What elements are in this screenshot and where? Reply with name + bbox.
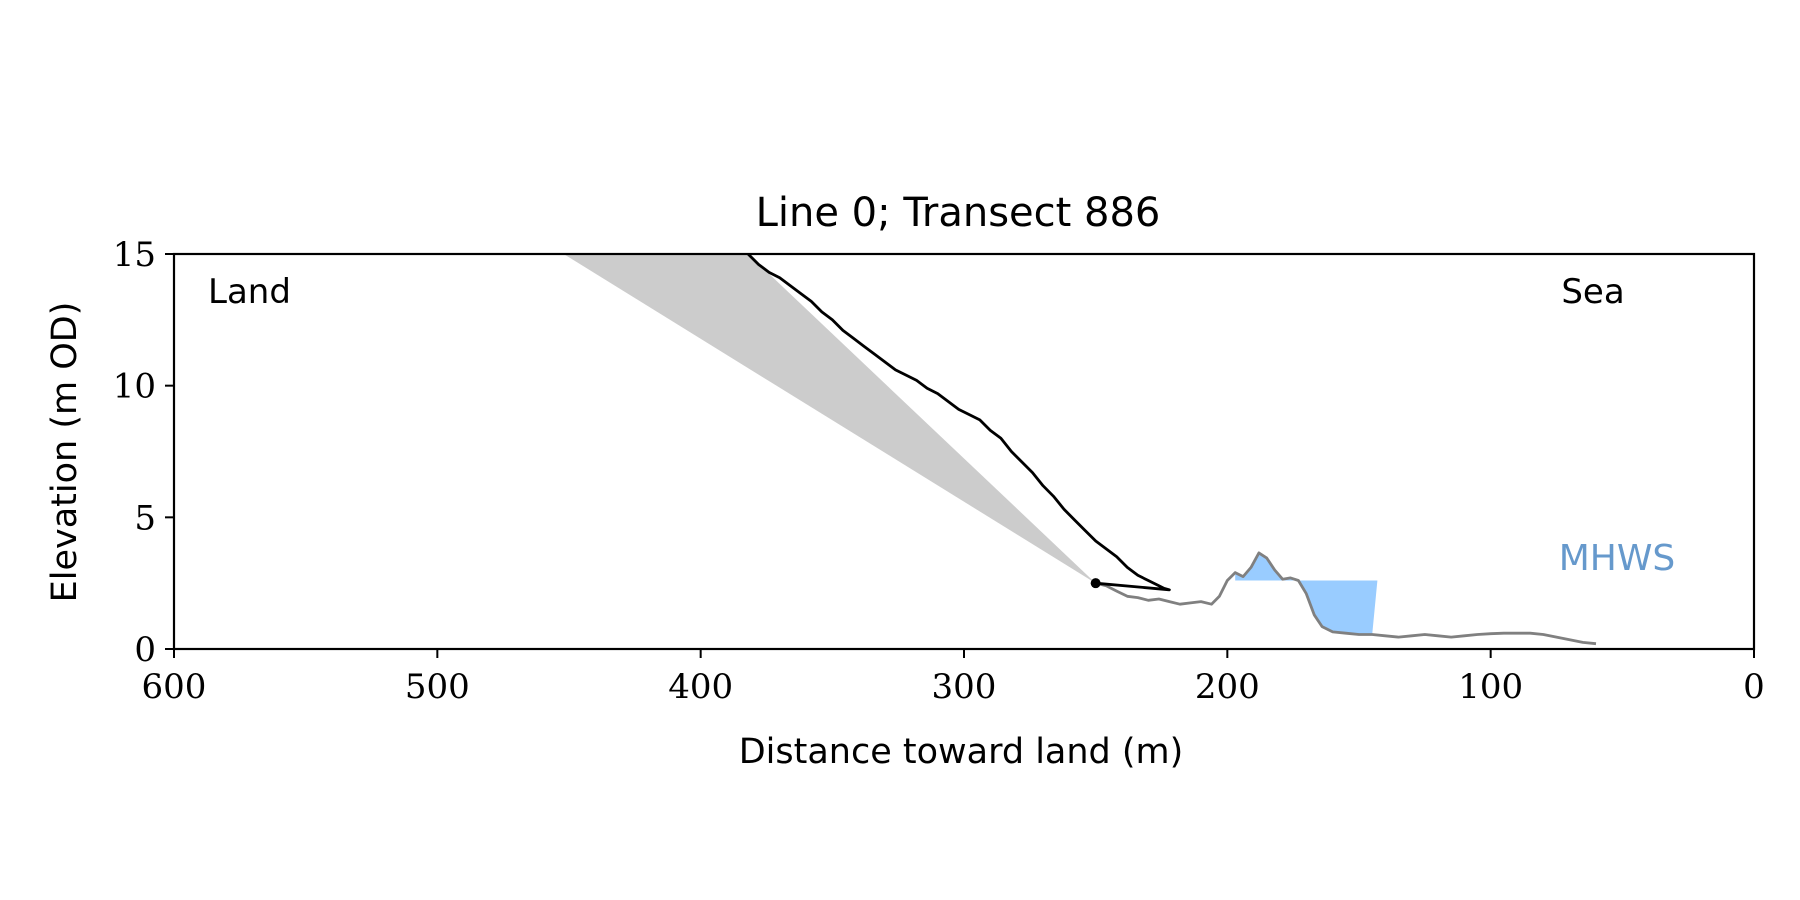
- y-axis: 0 5 10 15: [113, 235, 174, 670]
- x-tick-label: 400: [668, 667, 733, 707]
- y-tick-label: 5: [134, 498, 156, 538]
- x-axis: 600 500 400 300 200 100 0: [142, 649, 1765, 707]
- y-axis-label: Elevation (m OD): [45, 302, 85, 603]
- x-tick-label: 300: [932, 667, 997, 707]
- sea-annotation: Sea: [1561, 272, 1624, 312]
- x-tick-label: 0: [1743, 667, 1765, 707]
- x-tick-label: 600: [142, 667, 207, 707]
- erosion-wedge-area: [563, 254, 1096, 584]
- plot-area: [563, 253, 1597, 646]
- x-tick-label: 200: [1195, 667, 1260, 707]
- y-tick-label: 0: [134, 630, 156, 670]
- land-annotation: Land: [208, 272, 291, 312]
- beach-profile-line: [1095, 551, 1597, 646]
- cliff-profile-line: [747, 253, 1171, 592]
- mhws-label: MHWS: [1559, 538, 1676, 579]
- chart-title: Line 0; Transect 886: [756, 190, 1161, 236]
- x-tick-label: 500: [405, 667, 470, 707]
- axes-frame: [172, 252, 1756, 651]
- cliff-toe-marker: [1090, 578, 1101, 589]
- y-tick-label: 15: [113, 235, 156, 275]
- x-tick-label: 100: [1458, 667, 1523, 707]
- y-tick-label: 10: [113, 367, 156, 407]
- x-axis-label: Distance toward land (m): [739, 732, 1184, 772]
